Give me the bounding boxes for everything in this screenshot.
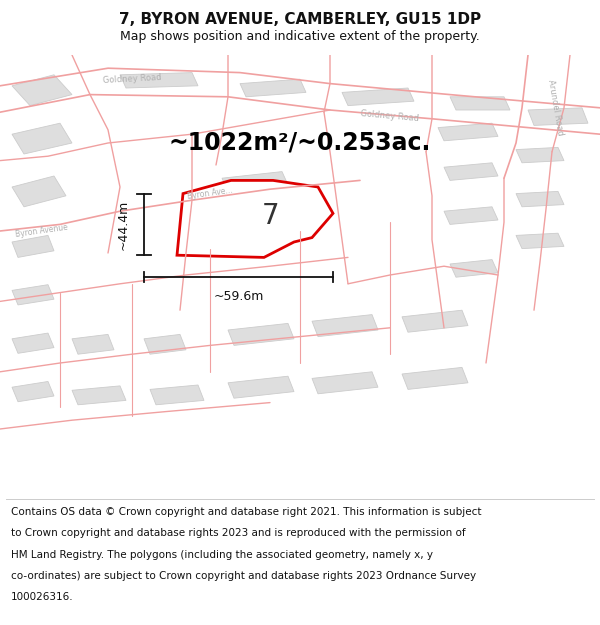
Polygon shape xyxy=(12,176,66,207)
Polygon shape xyxy=(402,368,468,389)
Polygon shape xyxy=(12,236,54,258)
Polygon shape xyxy=(228,376,294,398)
Polygon shape xyxy=(228,323,294,346)
Polygon shape xyxy=(12,123,72,154)
Polygon shape xyxy=(342,88,414,106)
Polygon shape xyxy=(402,310,468,332)
Text: Map shows position and indicative extent of the property.: Map shows position and indicative extent… xyxy=(120,30,480,43)
Text: to Crown copyright and database rights 2023 and is reproduced with the permissio: to Crown copyright and database rights 2… xyxy=(11,528,466,538)
Text: ~1022m²/~0.253ac.: ~1022m²/~0.253ac. xyxy=(169,131,431,155)
Polygon shape xyxy=(12,381,54,402)
Text: co-ordinates) are subject to Crown copyright and database rights 2023 Ordnance S: co-ordinates) are subject to Crown copyr… xyxy=(11,571,476,581)
Text: ~59.6m: ~59.6m xyxy=(214,291,263,304)
Polygon shape xyxy=(12,75,72,106)
Text: Byron Avenue: Byron Avenue xyxy=(15,223,69,239)
Polygon shape xyxy=(528,107,588,126)
Text: Arundel Road: Arundel Road xyxy=(545,79,565,136)
Polygon shape xyxy=(450,97,510,110)
Text: 7: 7 xyxy=(262,202,280,231)
Polygon shape xyxy=(150,385,204,405)
Text: Goldney Road: Goldney Road xyxy=(103,73,161,85)
Polygon shape xyxy=(240,79,306,97)
Polygon shape xyxy=(312,314,378,337)
Polygon shape xyxy=(12,284,54,305)
Text: HM Land Registry. The polygons (including the associated geometry, namely x, y: HM Land Registry. The polygons (includin… xyxy=(11,549,433,559)
Polygon shape xyxy=(516,148,564,162)
Polygon shape xyxy=(177,181,333,258)
Polygon shape xyxy=(516,233,564,249)
Polygon shape xyxy=(222,172,288,191)
Text: ~44.4m: ~44.4m xyxy=(116,199,130,249)
Text: 7, BYRON AVENUE, CAMBERLEY, GU15 1DP: 7, BYRON AVENUE, CAMBERLEY, GU15 1DP xyxy=(119,12,481,27)
Text: Goldney Road: Goldney Road xyxy=(361,109,419,122)
Polygon shape xyxy=(438,123,498,141)
Polygon shape xyxy=(12,333,54,353)
Polygon shape xyxy=(450,259,498,278)
Polygon shape xyxy=(72,386,126,405)
Polygon shape xyxy=(72,334,114,354)
Text: Contains OS data © Crown copyright and database right 2021. This information is : Contains OS data © Crown copyright and d… xyxy=(11,507,481,517)
Text: 100026316.: 100026316. xyxy=(11,592,73,602)
Polygon shape xyxy=(444,207,498,224)
Polygon shape xyxy=(120,72,198,88)
Text: Byron Ave...: Byron Ave... xyxy=(187,186,233,201)
Polygon shape xyxy=(444,162,498,181)
Polygon shape xyxy=(144,334,186,354)
Polygon shape xyxy=(516,191,564,207)
Polygon shape xyxy=(312,372,378,394)
